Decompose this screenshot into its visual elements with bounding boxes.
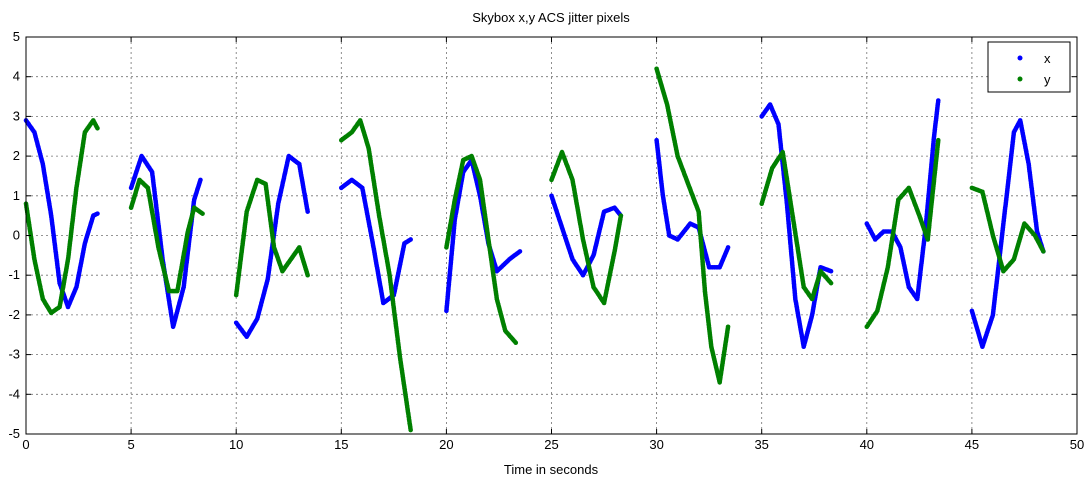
point-y [935, 137, 941, 143]
legend-marker-y [1017, 76, 1023, 82]
chart-title: Skybox x,y ACS jitter pixels [472, 10, 630, 25]
point-y [200, 211, 205, 216]
point-y [618, 213, 624, 218]
point-y [408, 427, 413, 433]
data-points [23, 66, 1046, 433]
point-y [305, 272, 310, 278]
legend-label-y: y [1044, 72, 1051, 87]
x-tick-label: 0 [22, 437, 29, 452]
point-x [517, 249, 523, 254]
y-tick-label: 3 [13, 108, 20, 123]
x-tick-label: 45 [965, 437, 979, 452]
x-tick-label: 50 [1070, 437, 1084, 452]
point-x [828, 268, 834, 274]
point-x [935, 98, 941, 103]
point-y [828, 280, 834, 286]
y-tick-label: -4 [8, 386, 20, 401]
x-tick-label: 35 [754, 437, 768, 452]
x-tick-label: 5 [127, 437, 134, 452]
point-y [95, 126, 100, 131]
x-tick-label: 25 [544, 437, 558, 452]
point-x [198, 177, 203, 183]
y-tick-label: 0 [13, 228, 20, 243]
x-tick-label: 30 [649, 437, 663, 452]
grid [26, 37, 1077, 434]
legend-label-x: x [1044, 51, 1051, 66]
legend-marker-x [1017, 55, 1023, 61]
point-y [725, 324, 731, 330]
series-y [23, 66, 1046, 433]
y-tick-label: -2 [8, 307, 20, 322]
legend-box [987, 41, 1071, 93]
point-x [305, 209, 310, 214]
series-x [23, 98, 1046, 350]
y-tick-label: 5 [13, 29, 20, 44]
y-tick-label: -5 [8, 426, 20, 441]
y-tick-label: 1 [13, 188, 20, 203]
y-tick-label: 2 [13, 148, 20, 163]
x-tick-label: 15 [334, 437, 348, 452]
point-x [725, 245, 731, 250]
legend: x y [987, 41, 1071, 93]
y-tick-label: 4 [13, 69, 20, 84]
x-axis-label: Time in seconds [504, 462, 599, 477]
x-tick-label: 20 [439, 437, 453, 452]
point-y [513, 340, 519, 345]
point-y [1041, 249, 1046, 254]
point-x [408, 237, 413, 242]
y-tick-label: -1 [8, 267, 20, 282]
y-tick-label: -3 [8, 347, 20, 362]
point-x [95, 211, 100, 216]
x-tick-label: 10 [229, 437, 243, 452]
x-tick-label: 40 [860, 437, 874, 452]
